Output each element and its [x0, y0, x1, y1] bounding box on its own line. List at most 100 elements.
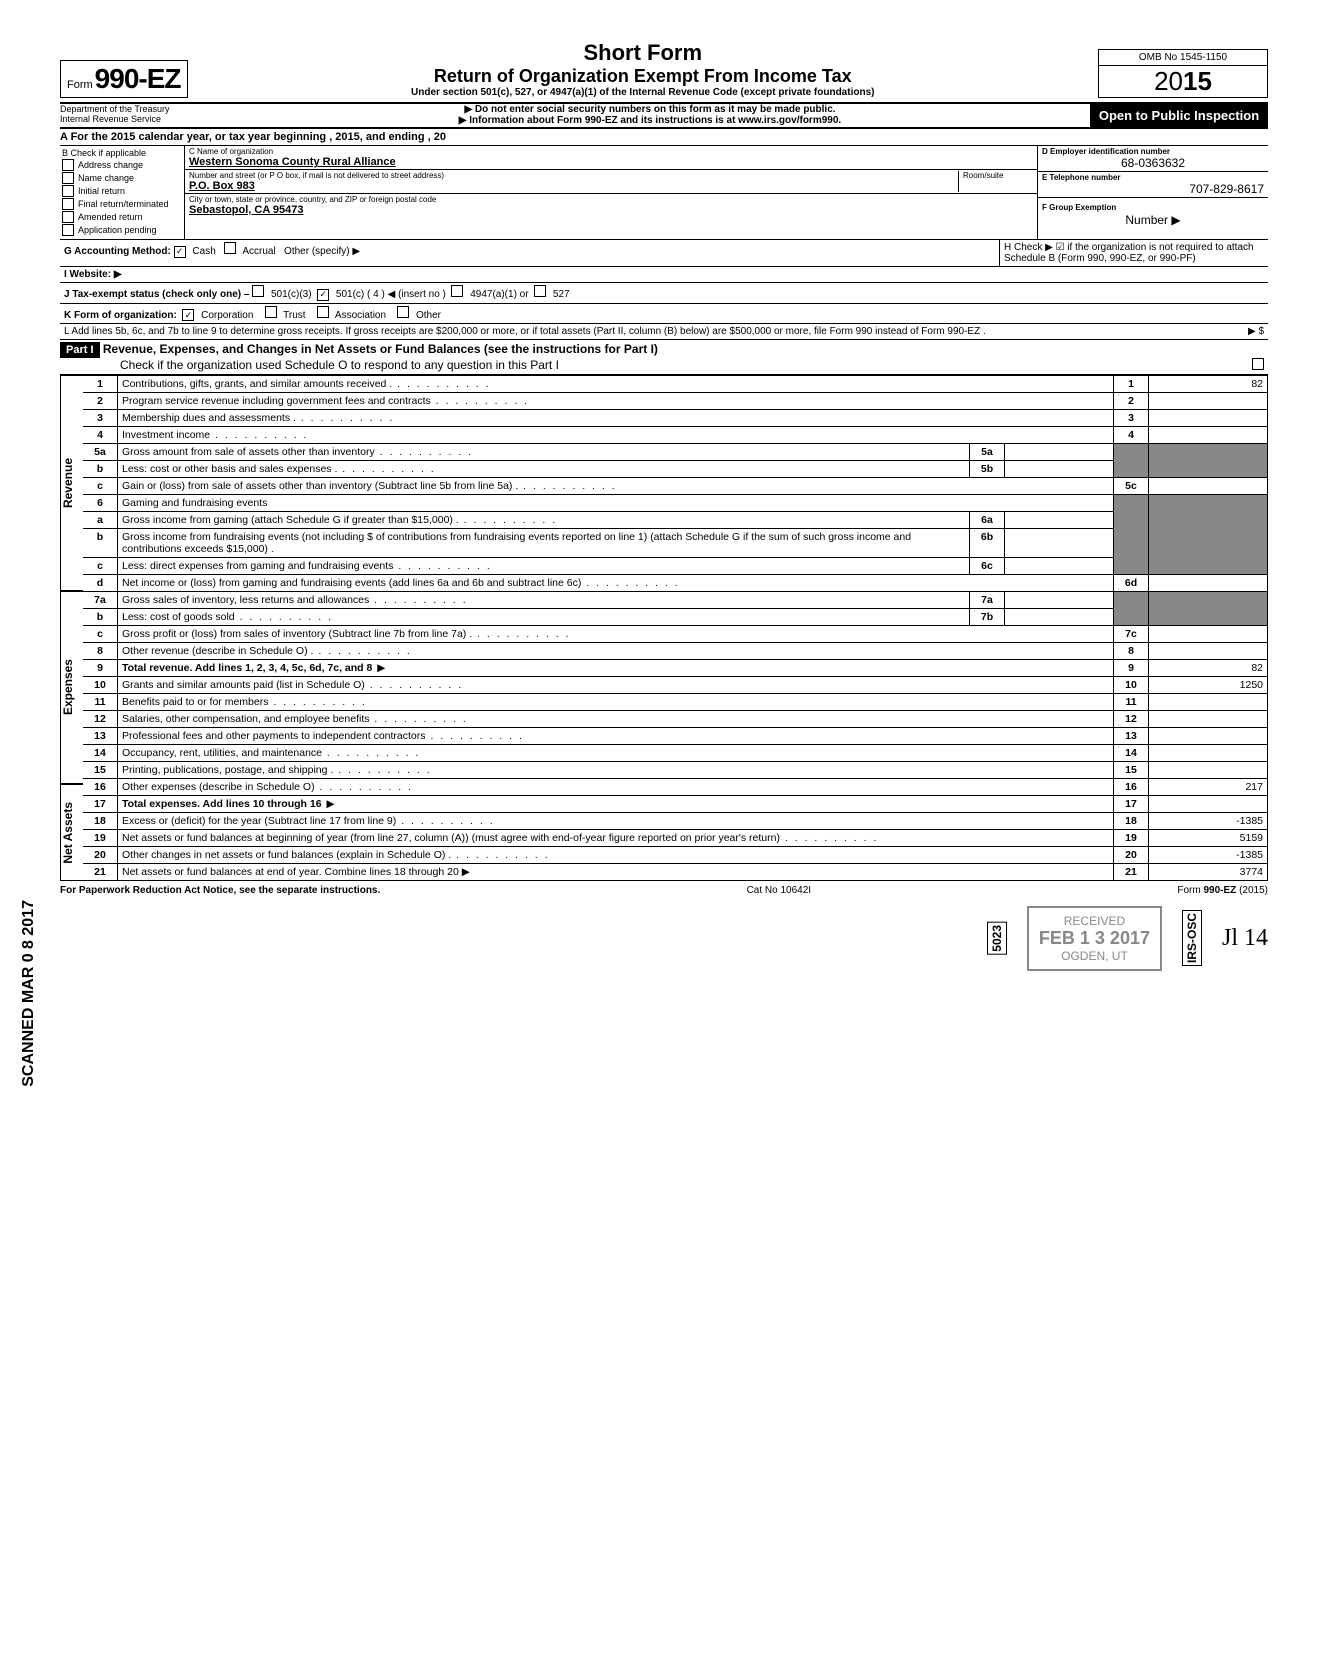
cb-assoc[interactable]	[317, 306, 329, 318]
cb-501c3[interactable]	[252, 285, 264, 297]
b-label: B Check if applicable	[62, 148, 182, 158]
line-6d: dNet income or (loss) from gaming and fu…	[83, 575, 1268, 592]
l-text: L Add lines 5b, 6c, and 7b to line 9 to …	[64, 326, 1144, 337]
line-1: 1Contributions, gifts, grants, and simil…	[83, 376, 1268, 393]
form-header: Form 990-EZ Short Form Return of Organiz…	[60, 40, 1268, 104]
side-revenue: Revenue	[61, 458, 75, 508]
side-expenses: Expenses	[61, 659, 75, 715]
org-city: Sebastopol, CA 95473	[189, 204, 1033, 216]
footer-left: For Paperwork Reduction Act Notice, see …	[60, 885, 380, 896]
line-15: 15Printing, publications, postage, and s…	[83, 762, 1268, 779]
cb-part1-sched-o[interactable]	[1252, 358, 1264, 370]
part1-badge: Part I	[60, 342, 100, 358]
open-inspection: Open to Public Inspection	[1090, 104, 1268, 127]
received-stamp: RECEIVED FEB 1 3 2017 OGDEN, UT	[1027, 906, 1162, 971]
org-name: Western Sonoma County Rural Alliance	[189, 156, 1033, 168]
part1-title: Revenue, Expenses, and Changes in Net As…	[103, 342, 658, 356]
form-under: Under section 501(c), 527, or 4947(a)(1)…	[188, 87, 1099, 98]
form-number-box: Form 990-EZ	[60, 60, 188, 98]
dept-mid: ▶ Do not enter social security numbers o…	[210, 104, 1090, 127]
form-subtitle: Return of Organization Exempt From Incom…	[188, 66, 1099, 87]
footer-right: Form 990-EZ (2015)	[1177, 885, 1268, 896]
line-5c: cGain or (loss) from sale of assets othe…	[83, 478, 1268, 495]
line-2: 2Program service revenue including gover…	[83, 393, 1268, 410]
room-label: Room/suite	[963, 171, 1033, 180]
cb-pending[interactable]: Application pending	[62, 224, 182, 236]
line-5a: 5aGross amount from sale of assets other…	[83, 444, 1268, 461]
cb-other[interactable]	[397, 306, 409, 318]
line-21: 21Net assets or fund balances at end of …	[83, 864, 1268, 881]
side-netassets: Net Assets	[61, 802, 75, 864]
signature: Jl 14	[1222, 925, 1268, 952]
line-19: 19Net assets or fund balances at beginni…	[83, 830, 1268, 847]
row-g: G Accounting Method: ✓ Cash Accrual Othe…	[60, 240, 999, 266]
k-label: K Form of organization:	[64, 310, 177, 321]
cb-final-return[interactable]: Final return/terminated	[62, 198, 182, 210]
ein-label: D Employer identification number	[1042, 147, 1264, 156]
addr-label: Number and street (or P O box, if mail i…	[189, 171, 958, 180]
line-6b: bGross income from fundraising events (n…	[83, 529, 1268, 558]
line-11: 11Benefits paid to or for members11	[83, 694, 1268, 711]
cb-cash[interactable]: ✓	[174, 246, 186, 258]
line-5b: bLess: cost or other basis and sales exp…	[83, 461, 1268, 478]
irs-osc-stamp: IRS-OSC	[1182, 910, 1202, 966]
l-arrow: ▶ $	[1144, 326, 1264, 337]
line-13: 13Professional fees and other payments t…	[83, 728, 1268, 745]
name-label: C Name of organization	[189, 147, 1033, 156]
footer: For Paperwork Reduction Act Notice, see …	[60, 881, 1268, 896]
cb-name-change[interactable]: Name change	[62, 172, 182, 184]
note-2: ▶ Information about Form 990-EZ and its …	[210, 115, 1090, 126]
line-20: 20Other changes in net assets or fund ba…	[83, 847, 1268, 864]
org-addr: P.O. Box 983	[189, 180, 958, 192]
year-prefix: 20	[1154, 66, 1183, 96]
stamp-row: 5023 RECEIVED FEB 1 3 2017 OGDEN, UT IRS…	[60, 906, 1268, 971]
dept-row: Department of the Treasury Internal Reve…	[60, 104, 1268, 129]
line-7c: cGross profit or (loss) from sales of in…	[83, 626, 1268, 643]
line-10: 10Grants and similar amounts paid (list …	[83, 677, 1268, 694]
cb-corp[interactable]: ✓	[182, 309, 194, 321]
col-b: B Check if applicable Address change Nam…	[60, 146, 185, 239]
line-6c: cLess: direct expenses from gaming and f…	[83, 558, 1268, 575]
tax-year: 2015	[1098, 66, 1268, 98]
cb-amended[interactable]: Amended return	[62, 211, 182, 223]
cb-accrual[interactable]	[224, 242, 236, 254]
cb-4947[interactable]	[451, 285, 463, 297]
row-k: K Form of organization: ✓ Corporation Tr…	[60, 304, 1268, 325]
info-grid: B Check if applicable Address change Nam…	[60, 146, 1268, 240]
stamp-code: 5023	[987, 922, 1007, 955]
city-label: City or town, state or province, country…	[189, 195, 1033, 204]
ein-value: 68-0363632	[1042, 156, 1264, 170]
row-h: H Check ▶ ☑ if the organization is not r…	[999, 240, 1268, 266]
received-label: RECEIVED	[1039, 914, 1150, 928]
form-prefix: Form	[67, 79, 93, 91]
city-cell: City or town, state or province, country…	[185, 194, 1037, 217]
part1-header-row: Part I Revenue, Expenses, and Changes in…	[60, 340, 1268, 375]
phone-cell: E Telephone number 707-829-8617	[1038, 172, 1268, 198]
line-7b: bLess: cost of goods sold7b	[83, 609, 1268, 626]
line-6: 6Gaming and fundraising events	[83, 495, 1268, 512]
dept-1: Department of the Treasury	[60, 104, 210, 114]
row-l: L Add lines 5b, 6c, and 7b to line 9 to …	[60, 324, 1268, 340]
cb-address-change[interactable]: Address change	[62, 159, 182, 171]
col-d: D Employer identification number 68-0363…	[1037, 146, 1268, 239]
cb-501c[interactable]: ✓	[317, 289, 329, 301]
section-a: A For the 2015 calendar year, or tax yea…	[60, 129, 1268, 146]
group-cell: F Group Exemption Number ▶	[1038, 198, 1268, 228]
lines-table: 1Contributions, gifts, grants, and simil…	[83, 375, 1268, 881]
row-j: J Tax-exempt status (check only one) – 5…	[60, 283, 1268, 304]
col-c: C Name of organization Western Sonoma Co…	[185, 146, 1037, 239]
ein-cell: D Employer identification number 68-0363…	[1038, 146, 1268, 172]
line-14: 14Occupancy, rent, utilities, and mainte…	[83, 745, 1268, 762]
note-1: ▶ Do not enter social security numbers o…	[210, 104, 1090, 115]
dept-left: Department of the Treasury Internal Reve…	[60, 104, 210, 127]
cb-initial-return[interactable]: Initial return	[62, 185, 182, 197]
year-bold: 15	[1183, 66, 1212, 96]
cb-527[interactable]	[534, 285, 546, 297]
line-16: 16Other expenses (describe in Schedule O…	[83, 779, 1268, 796]
scanned-stamp: SCANNED MAR 0 8 2017	[20, 900, 38, 1087]
line-18: 18Excess or (deficit) for the year (Subt…	[83, 813, 1268, 830]
line-4: 4Investment income4	[83, 427, 1268, 444]
row-i: I Website: ▶	[60, 267, 1268, 283]
cb-trust[interactable]	[265, 306, 277, 318]
part1-check-text: Check if the organization used Schedule …	[120, 358, 559, 372]
